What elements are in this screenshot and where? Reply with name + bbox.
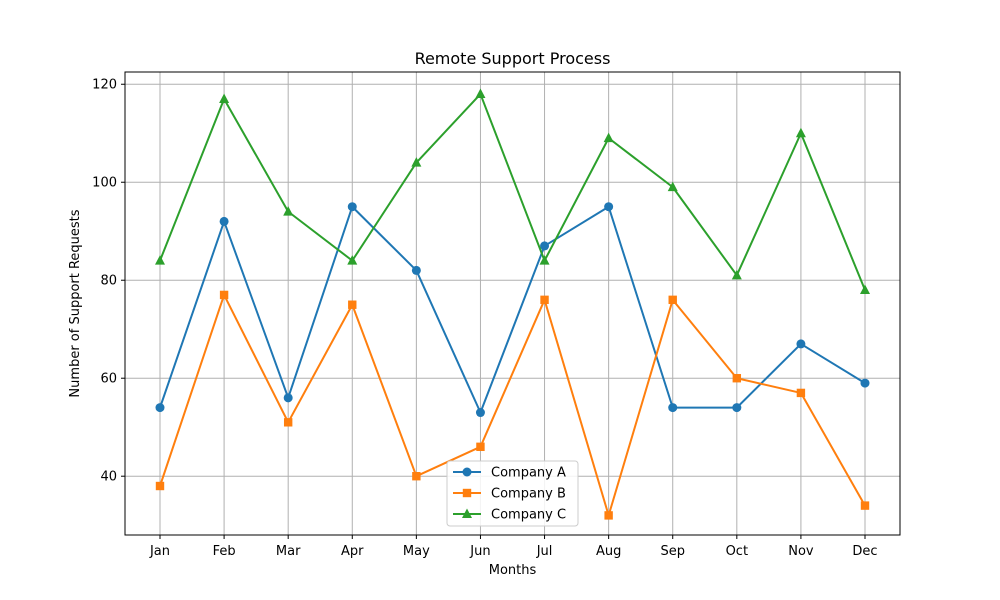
data-point-company-c [347, 255, 358, 265]
series-line-company-a [159, 205, 866, 414]
series-company-b [155, 290, 870, 520]
data-point-company-c [795, 127, 806, 138]
y-tick-label: 120 [92, 78, 117, 93]
y-tick-label: 40 [100, 470, 117, 485]
data-point-company-a [540, 241, 550, 251]
chart-title: Remote Support Process [415, 49, 611, 68]
data-point-company-a [604, 202, 614, 212]
data-point-company-a [219, 216, 229, 226]
data-point-company-c [411, 157, 422, 167]
legend-marker-company-a [462, 467, 472, 477]
data-point-company-c [155, 255, 165, 265]
data-point-company-b [860, 501, 870, 510]
data-point-company-b [476, 442, 485, 452]
x-tick-label: Aug [596, 544, 621, 559]
data-point-company-b [219, 290, 229, 300]
legend-marker-company-b [462, 488, 472, 498]
legend-label-company-a: Company A [491, 466, 566, 481]
x-axis-label: Months [489, 563, 537, 578]
x-tick-label: Jul [536, 544, 553, 559]
series-layer [155, 88, 870, 520]
series-line-company-c [159, 93, 866, 291]
data-point-company-a [732, 403, 742, 413]
data-point-company-c [731, 269, 742, 280]
x-tick-label: Feb [213, 544, 236, 559]
x-tick-label: Nov [788, 544, 814, 559]
data-point-company-c [283, 206, 294, 216]
data-point-company-a [796, 339, 806, 349]
data-point-company-a [283, 393, 293, 403]
legend-label-company-b: Company B [491, 487, 566, 502]
data-point-company-c [860, 284, 870, 295]
x-tick-label: Mar [276, 544, 301, 559]
legend-box [446, 460, 579, 527]
x-tick-label: Oct [726, 544, 748, 559]
data-point-company-b [668, 295, 677, 305]
x-tick-label: Jan [149, 544, 170, 559]
data-point-company-b [604, 511, 613, 520]
legend-marker-company-c [462, 508, 472, 518]
data-point-company-b [412, 472, 421, 481]
series-company-c [155, 88, 870, 295]
data-point-company-b [348, 300, 357, 309]
data-point-company-b [155, 481, 165, 491]
data-point-company-c [475, 88, 486, 99]
data-point-company-c [603, 132, 614, 143]
y-tick-label: 100 [92, 176, 117, 191]
legend-label-company-c: Company C [491, 508, 566, 523]
data-point-company-b [732, 374, 742, 383]
data-point-company-a [475, 408, 485, 418]
data-point-company-b [283, 418, 293, 427]
series-line-company-b [159, 293, 866, 517]
data-point-company-a [155, 403, 165, 413]
x-tick-label: Apr [341, 544, 364, 559]
data-point-company-b [796, 388, 806, 398]
x-tick-label: Sep [660, 544, 685, 559]
data-point-company-a [411, 265, 421, 275]
data-point-company-c [219, 93, 230, 103]
data-point-company-a [347, 202, 357, 212]
data-point-company-a [860, 378, 870, 388]
x-tick-label: Dec [852, 544, 877, 559]
data-point-company-b [540, 295, 549, 305]
x-tick-label: Jun [469, 544, 490, 559]
data-point-company-a [668, 403, 678, 413]
plot-area-frame [124, 71, 901, 536]
x-tick-label: May [403, 544, 430, 559]
data-point-company-c [539, 255, 550, 265]
y-axis-label: Number of Support Requests [68, 209, 83, 397]
series-company-a [155, 202, 870, 418]
y-tick-label: 80 [100, 274, 117, 289]
y-axis-ticks: 40 60 80 100 120 [92, 78, 125, 485]
y-tick-label: 60 [100, 372, 117, 387]
x-axis-ticks: Jan Feb Mar Apr May Jun Jul Aug Sep Oct Nov Dec [149, 535, 878, 559]
data-point-company-c [667, 181, 678, 192]
legend: Company A Company B Company C [446, 460, 579, 527]
